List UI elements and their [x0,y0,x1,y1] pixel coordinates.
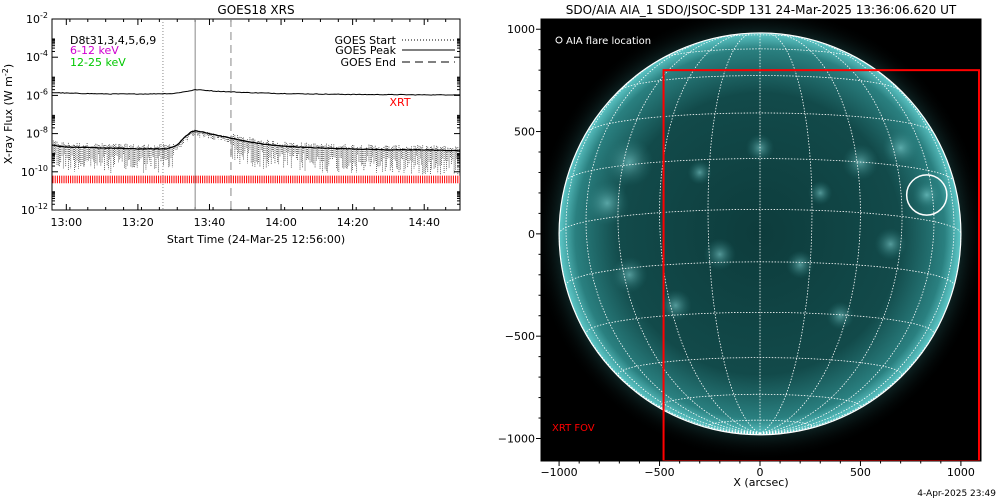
x-tick-label: 14:20 [337,216,369,229]
legend-label-peak: GOES Peak [335,44,396,57]
x-axis-label: Start Time (24-Mar-25 12:56:00) [167,233,345,246]
plot-frame [51,18,461,211]
y-axis-label-close: ) [2,64,15,68]
image-frame [540,18,982,462]
bright-region [585,181,630,226]
solar-limb [558,32,962,436]
grid-line [565,52,761,434]
y-tick-base: 10 [26,51,40,64]
image-x-tick-label: −1000 [540,466,577,479]
y-tick-exponent: -4 [40,49,48,58]
series-long [52,88,460,96]
grid-line [585,312,935,335]
y-tick-label: 10-10 [21,164,48,179]
y-tick-base: 10 [26,89,40,102]
y-tick-exponent: -6 [40,87,48,96]
y-tick-exponent: -8 [40,126,48,135]
chart-title: GOES18 XRS [217,3,294,17]
grid-line [586,112,934,133]
bright-region [611,256,648,293]
image-x-axis-label: X (arcsec) [733,476,788,489]
flare-location-marker [905,174,948,216]
y-tick-base: 10 [26,13,40,26]
channel-label-high: 12-25 keV [70,56,126,69]
y-axis-label-exponent: -2 [1,68,10,76]
image-x-tick-label: 0 [756,466,763,479]
grid-line [585,37,761,434]
active-regions [585,129,941,330]
legend-flare-label: AIA flare location [566,36,651,47]
image-x-tick-label: −500 [644,466,674,479]
y-tick-exponent: -10 [35,164,48,173]
legend-label-end: GOES End [340,56,396,69]
y-tick-base: 10 [26,128,40,141]
x-tick-label: 14:00 [265,216,297,229]
xrt-label: XRT [389,96,410,109]
bright-region [882,129,919,166]
bright-region [605,138,654,187]
image-title: SDO/AIA AIA_1 SDO/JSOC-SDP 131 24-Mar-20… [566,3,957,17]
bright-region [786,250,815,279]
y-tick-base: 10 [21,204,35,217]
y-tick-exponent: -2 [40,11,48,20]
bright-region [912,180,941,210]
grid-line [659,33,761,434]
x-tick-label: 14:40 [408,216,440,229]
legend-circle-icon [555,36,563,44]
channel-labels: D8t31,3,4,5,6,9 6-12 keV 12-25 keV [70,34,156,69]
image-y-tick-label: −1000 [498,432,535,445]
image-legend: AIA flare location [555,36,651,47]
y-tick-exponent: -12 [35,202,48,211]
xrt-fov-label: XRT FOV [552,423,595,434]
y-tick-base: 10 [21,166,35,179]
channel-label-detector: D8t31,3,4,5,6,9 [70,34,156,47]
series-short [52,130,460,152]
x-tick-label: 13:40 [194,216,226,229]
grid-line [759,432,766,436]
grid-line [707,419,813,430]
y-axis-label: X-ray Flux (W m-2) [1,64,15,164]
image-y-tick-label: 0 [528,228,535,241]
grid-line [759,33,861,434]
grid-line [759,52,955,434]
bright-region [687,160,712,185]
x-tick-label: 13:00 [50,216,82,229]
image-y-tick-label: 500 [514,126,535,139]
image-x-tick-label: 500 [850,466,871,479]
y-tick-label: 10-2 [26,11,48,26]
grid-line [759,37,935,434]
image-y-tick-label: −500 [505,330,535,343]
xrt-fov-box [662,69,980,461]
legend-label-start: GOES Start [335,34,397,47]
bright-region [874,228,907,261]
goes-event-markers [162,19,232,210]
y-tick-label: 10-12 [21,202,48,217]
legend: GOES Start GOES Peak GOES End [335,34,455,69]
x-axis-ticks: 13:00 13:20 13:40 14:00 14:20 14:40 [50,19,447,229]
image-y-tick-label: 1000 [507,23,535,36]
y-tick-label: 10-4 [26,49,48,64]
y-tick-label: 10-8 [26,126,48,141]
bright-region [808,180,833,205]
flux-series [52,88,460,152]
grid-line [662,48,858,59]
y-axis-label-text: X-ray Flux (W m [2,76,15,164]
x-tick-label: 13:20 [122,216,154,229]
image-axis-ticks: −1000 −500 0 500 1000 −1000 −500 0 500 1000 [498,23,975,479]
channel-label-low: 6-12 keV [70,44,119,57]
aia-image-panel: SDO/AIA AIA_1 SDO/JSOC-SDP 131 24-Mar-20… [498,3,982,489]
footer-timestamp: 4-Apr-2025 23:49 [917,489,996,499]
y-tick-label: 10-6 [26,87,48,102]
image-x-tick-label: 1000 [947,466,975,479]
xrt-coverage-ticks [52,175,460,184]
bright-region [826,301,855,330]
short-channel-noise [52,129,460,175]
bright-region [659,289,692,322]
